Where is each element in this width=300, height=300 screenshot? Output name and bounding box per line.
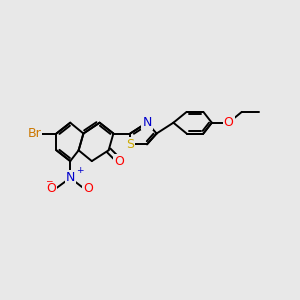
Text: Br: Br (28, 127, 41, 140)
Text: N: N (65, 171, 75, 184)
Text: N: N (142, 116, 152, 129)
Text: O: O (115, 154, 124, 168)
Text: S: S (126, 138, 134, 151)
Text: O: O (224, 116, 233, 129)
Text: +: + (76, 167, 84, 176)
Text: O: O (46, 182, 56, 195)
Text: O: O (83, 182, 93, 195)
Text: −: − (45, 177, 52, 186)
